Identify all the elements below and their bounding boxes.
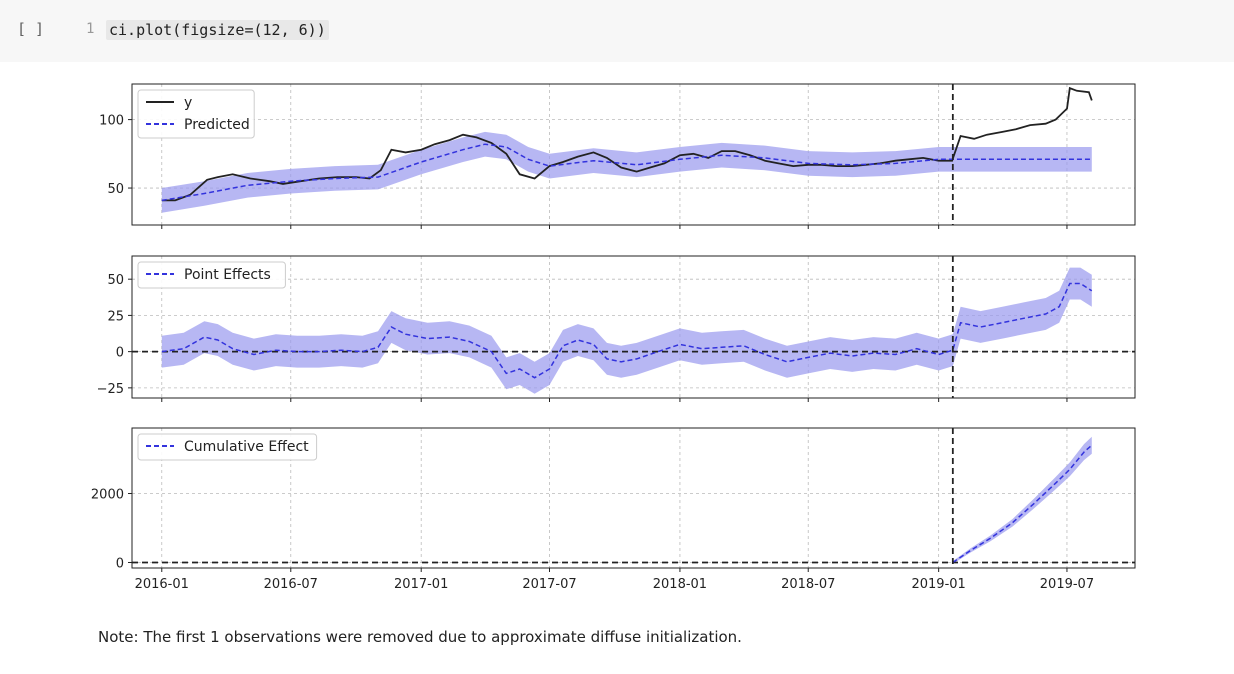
x-tick-label: 2018-01 [653, 577, 707, 592]
series-line-point-effects [161, 282, 1093, 379]
legend-label: y [184, 95, 192, 111]
y-tick-label: 2000 [91, 488, 124, 503]
y-tick-label: 50 [107, 273, 124, 288]
line-number: 1 [86, 21, 95, 37]
x-tick-label: 2017-07 [522, 577, 576, 592]
series-line-cumulative-effect [952, 444, 1093, 564]
chart-panel-3: 0 2000 2016-01 2016-07 2017-01 2017-07 2018-01… [91, 427, 1136, 592]
axes-frame [131, 83, 1136, 226]
chart-panel-2: −25 0 25 50 Point Effects [97, 255, 1136, 402]
y-tick-label: 0 [116, 556, 124, 571]
output-note: Note: The first 1 observations were remo… [98, 628, 742, 646]
y-tick-label: −25 [97, 382, 124, 397]
y-tick-label: 0 [116, 346, 124, 361]
code-cell-input[interactable]: [ ] 1 ci.plot(figsize=(12, 6)) [0, 0, 1234, 62]
legend-label: Cumulative Effect [184, 439, 309, 455]
legend-box [137, 261, 286, 289]
confidence-band [161, 131, 1092, 213]
y-tick-label: 25 [107, 309, 124, 324]
legend-label: Point Effects [184, 267, 271, 283]
x-tick-label: 2016-07 [264, 577, 318, 592]
x-tick-label: 2018-07 [781, 577, 835, 592]
y-tick-label: 50 [107, 182, 124, 197]
x-tick-label: 2016-01 [135, 577, 189, 592]
axes-frame [131, 427, 1136, 569]
x-tick-label: 2019-01 [911, 577, 965, 592]
y-tick-label: 100 [99, 114, 124, 129]
run-cell-button[interactable]: [ ] [17, 20, 45, 38]
series-line-y [161, 86, 1093, 202]
confidence-band [161, 267, 1092, 394]
legend-label: Predicted [184, 117, 250, 133]
legend-box [137, 433, 318, 461]
code-line[interactable]: ci.plot(figsize=(12, 6)) [106, 20, 329, 40]
chart-panel-1: 50 100 y Predicted [99, 83, 1136, 229]
x-tick-label: 2019-07 [1040, 577, 1094, 592]
cell-output: 50 100 y Predicted −25 0 25 50 Point Effects 0 200… [0, 62, 1234, 674]
x-tick-label: 2017-01 [394, 577, 448, 592]
causal-impact-figure: 50 100 y Predicted −25 0 25 50 Point Effects 0 200… [91, 83, 1136, 592]
axes-frame [131, 255, 1136, 399]
confidence-band [952, 436, 1092, 564]
